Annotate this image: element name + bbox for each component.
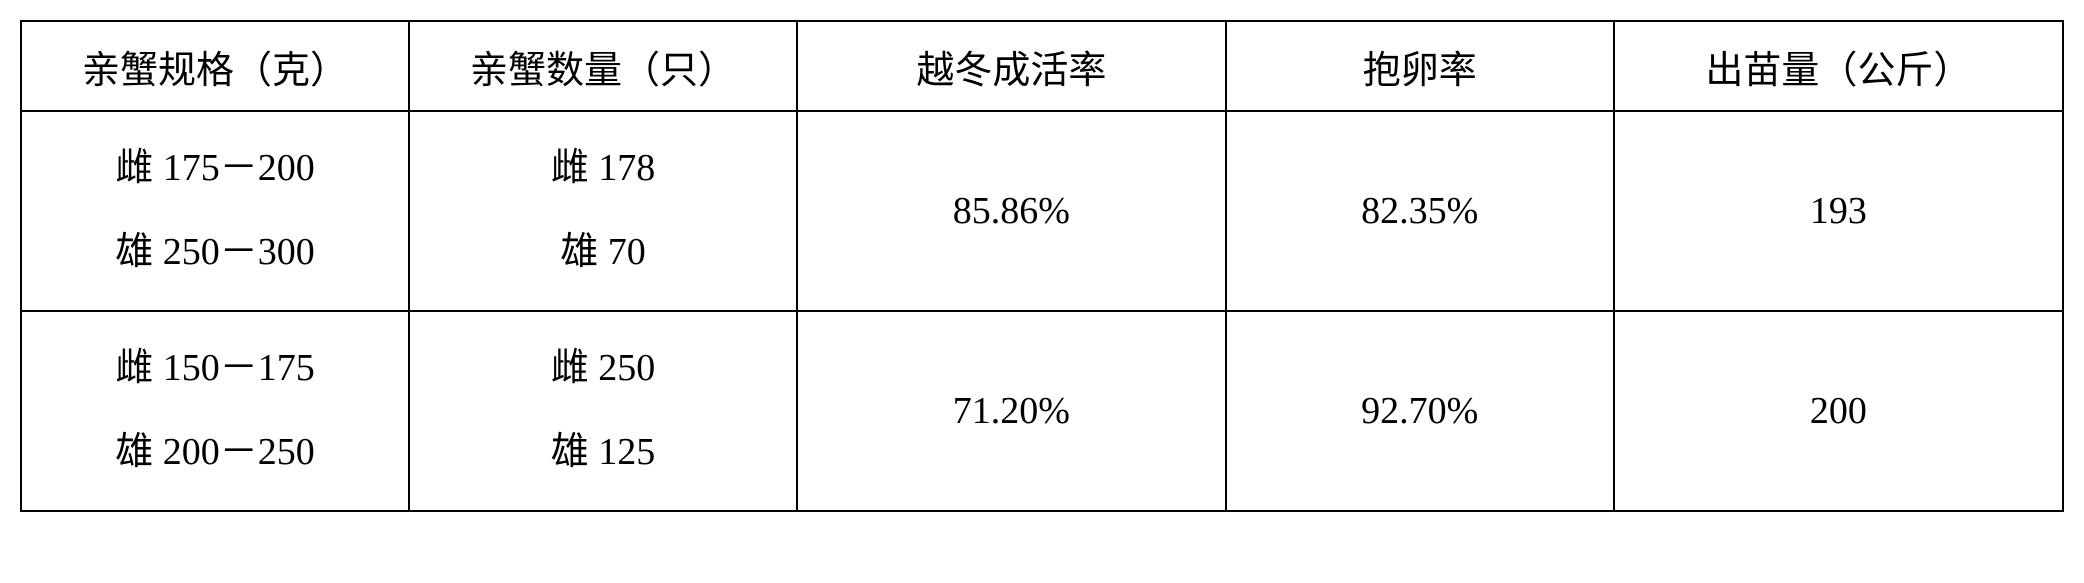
column-header-output: 出苗量（公斤）	[1614, 21, 2063, 111]
table-row: 雌 150－175 雄 200－250 雌 250 雄 125 71.20% 9…	[21, 311, 2063, 511]
cell-output: 193	[1614, 111, 2063, 311]
spec-male-value: 雄 200－250	[30, 411, 400, 495]
table-row: 雌 175－200 雄 250－300 雌 178 雄 70 85.86% 82…	[21, 111, 2063, 311]
cell-count: 雌 250 雄 125	[409, 311, 797, 511]
cell-survival: 85.86%	[797, 111, 1226, 311]
table-header-row: 亲蟹规格（克） 亲蟹数量（只） 越冬成活率 抱卵率 出苗量（公斤）	[21, 21, 2063, 111]
cell-spec: 雌 175－200 雄 250－300	[21, 111, 409, 311]
column-header-count: 亲蟹数量（只）	[409, 21, 797, 111]
crab-data-table: 亲蟹规格（克） 亲蟹数量（只） 越冬成活率 抱卵率 出苗量（公斤） 雌 175－…	[20, 20, 2064, 512]
cell-survival: 71.20%	[797, 311, 1226, 511]
cell-egg: 92.70%	[1226, 311, 1614, 511]
cell-output: 200	[1614, 311, 2063, 511]
cell-count: 雌 178 雄 70	[409, 111, 797, 311]
spec-female-value: 雌 150－175	[30, 327, 400, 411]
count-male-value: 雄 70	[418, 211, 788, 295]
spec-male-value: 雄 250－300	[30, 211, 400, 295]
column-header-survival: 越冬成活率	[797, 21, 1226, 111]
count-female-value: 雌 250	[418, 327, 788, 411]
spec-female-value: 雌 175－200	[30, 127, 400, 211]
column-header-egg: 抱卵率	[1226, 21, 1614, 111]
column-header-spec: 亲蟹规格（克）	[21, 21, 409, 111]
count-female-value: 雌 178	[418, 127, 788, 211]
cell-spec: 雌 150－175 雄 200－250	[21, 311, 409, 511]
count-male-value: 雄 125	[418, 411, 788, 495]
cell-egg: 82.35%	[1226, 111, 1614, 311]
